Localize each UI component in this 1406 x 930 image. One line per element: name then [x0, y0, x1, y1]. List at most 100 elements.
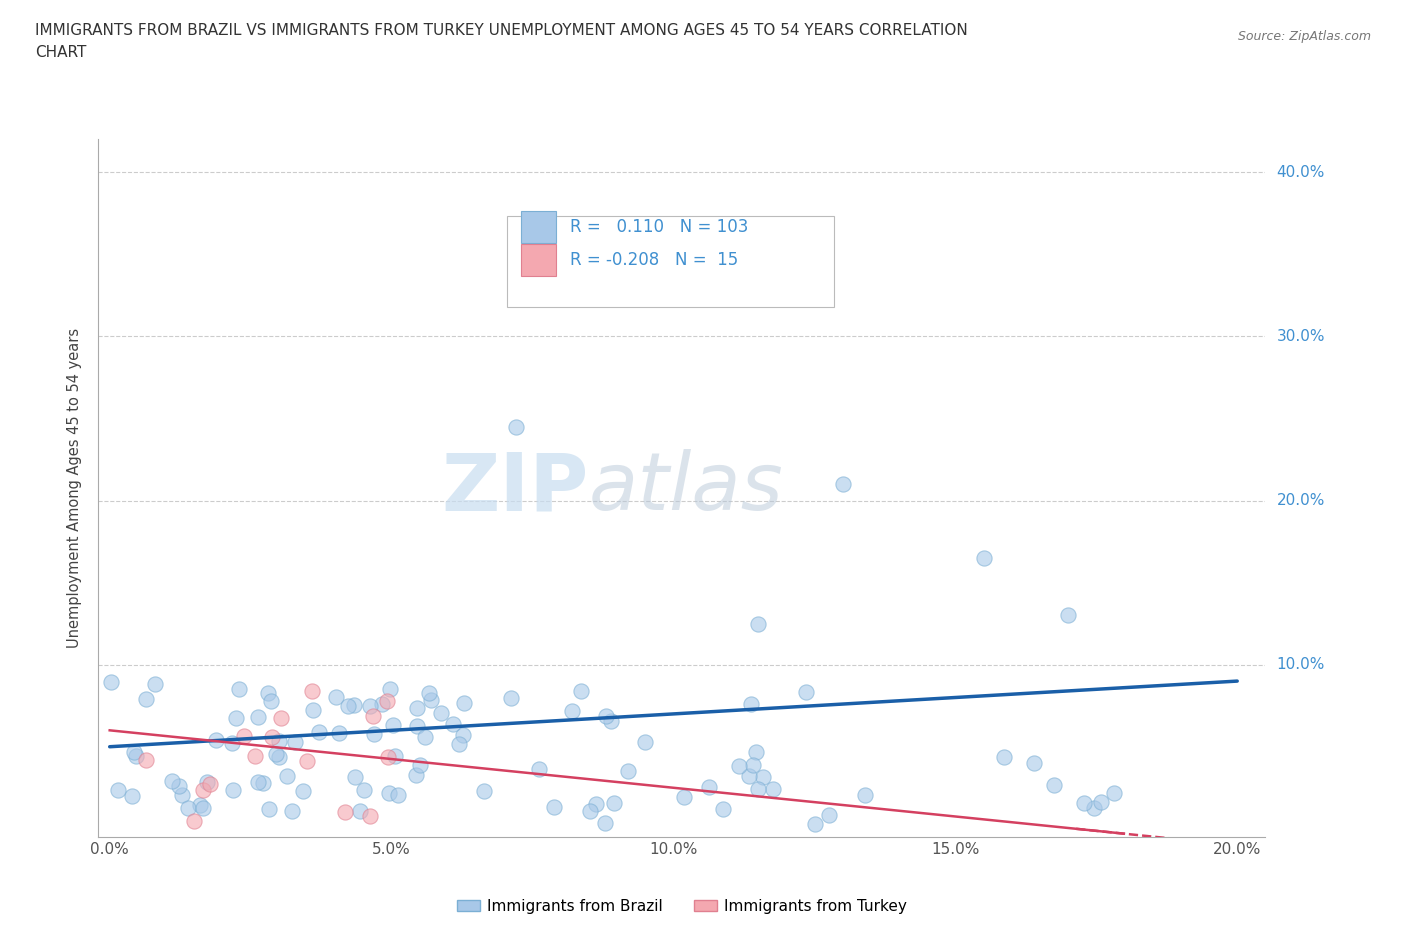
Point	[359, 808, 381, 823]
Point	[1083, 801, 1105, 816]
Point	[328, 725, 350, 740]
Text: 30.0%: 30.0%	[1277, 329, 1324, 344]
Point	[232, 728, 254, 743]
Point	[527, 762, 550, 777]
Point	[205, 733, 228, 748]
Point	[301, 702, 323, 717]
Y-axis label: Unemployment Among Ages 45 to 54 years: Unemployment Among Ages 45 to 54 years	[67, 328, 83, 648]
Point	[260, 729, 283, 744]
Point	[221, 736, 243, 751]
Point	[292, 783, 315, 798]
Text: R = -0.208   N =  15: R = -0.208 N = 15	[569, 251, 738, 269]
Point	[361, 708, 384, 723]
Bar	[520, 211, 555, 243]
Point	[190, 798, 212, 813]
Point	[301, 684, 323, 698]
Point	[252, 776, 274, 790]
Point	[600, 713, 623, 728]
Point	[167, 779, 190, 794]
Point	[453, 696, 475, 711]
Point	[281, 804, 304, 819]
Text: ZIP: ZIP	[441, 449, 589, 527]
Point	[257, 802, 280, 817]
Point	[122, 744, 145, 759]
Point	[246, 710, 269, 724]
Point	[170, 788, 193, 803]
Point	[762, 781, 785, 796]
Point	[222, 783, 245, 798]
Point	[1057, 608, 1080, 623]
Point	[382, 718, 405, 733]
Point	[183, 813, 205, 828]
Point	[333, 805, 356, 820]
Point	[135, 691, 157, 706]
Point	[387, 788, 409, 803]
Point	[124, 749, 146, 764]
Point	[818, 807, 841, 822]
Legend: Immigrants from Brazil, Immigrants from Turkey: Immigrants from Brazil, Immigrants from …	[451, 893, 912, 920]
Point	[831, 477, 853, 492]
Text: atlas: atlas	[589, 449, 783, 527]
Point	[499, 690, 522, 705]
Point	[409, 757, 432, 772]
Point	[1073, 796, 1095, 811]
Point	[853, 787, 876, 802]
Point	[711, 802, 734, 817]
Point	[143, 677, 166, 692]
Point	[973, 551, 995, 565]
Point	[796, 684, 818, 699]
Point	[474, 784, 496, 799]
Point	[353, 783, 375, 798]
Point	[384, 749, 406, 764]
Point	[406, 718, 429, 733]
Point	[699, 779, 721, 794]
Point	[284, 735, 307, 750]
Point	[343, 770, 366, 785]
Point	[380, 682, 402, 697]
Text: Source: ZipAtlas.com: Source: ZipAtlas.com	[1237, 30, 1371, 43]
Text: CHART: CHART	[35, 45, 87, 60]
Point	[578, 804, 600, 818]
Point	[295, 753, 318, 768]
Point	[738, 768, 761, 783]
Point	[191, 801, 214, 816]
Point	[803, 816, 825, 830]
Point	[741, 758, 763, 773]
Point	[595, 708, 617, 723]
FancyBboxPatch shape	[506, 217, 834, 307]
Point	[198, 777, 221, 791]
Point	[343, 698, 366, 712]
Point	[595, 816, 617, 830]
Point	[453, 727, 475, 742]
Point	[747, 782, 769, 797]
Point	[243, 749, 266, 764]
Text: IMMIGRANTS FROM BRAZIL VS IMMIGRANTS FROM TURKEY UNEMPLOYMENT AMONG AGES 45 TO 5: IMMIGRANTS FROM BRAZIL VS IMMIGRANTS FRO…	[35, 23, 967, 38]
Point	[349, 804, 371, 818]
Point	[617, 764, 640, 778]
Point	[420, 693, 443, 708]
Point	[585, 797, 607, 812]
Point	[543, 799, 565, 814]
Point	[269, 750, 291, 764]
Point	[745, 745, 768, 760]
Point	[617, 239, 640, 254]
Point	[337, 698, 360, 713]
Point	[176, 801, 198, 816]
Point	[602, 795, 624, 810]
Point	[569, 684, 592, 698]
Point	[443, 717, 465, 732]
Point	[370, 697, 392, 711]
Point	[121, 788, 143, 803]
Point	[1102, 785, 1125, 800]
Point	[100, 674, 122, 689]
Point	[228, 682, 250, 697]
Point	[325, 690, 347, 705]
Text: 10.0%: 10.0%	[1277, 658, 1324, 672]
Point	[276, 769, 298, 784]
Point	[447, 737, 470, 751]
Point	[160, 773, 183, 788]
Point	[1024, 755, 1046, 770]
Point	[429, 705, 451, 720]
Point	[225, 711, 247, 725]
Point	[634, 735, 657, 750]
